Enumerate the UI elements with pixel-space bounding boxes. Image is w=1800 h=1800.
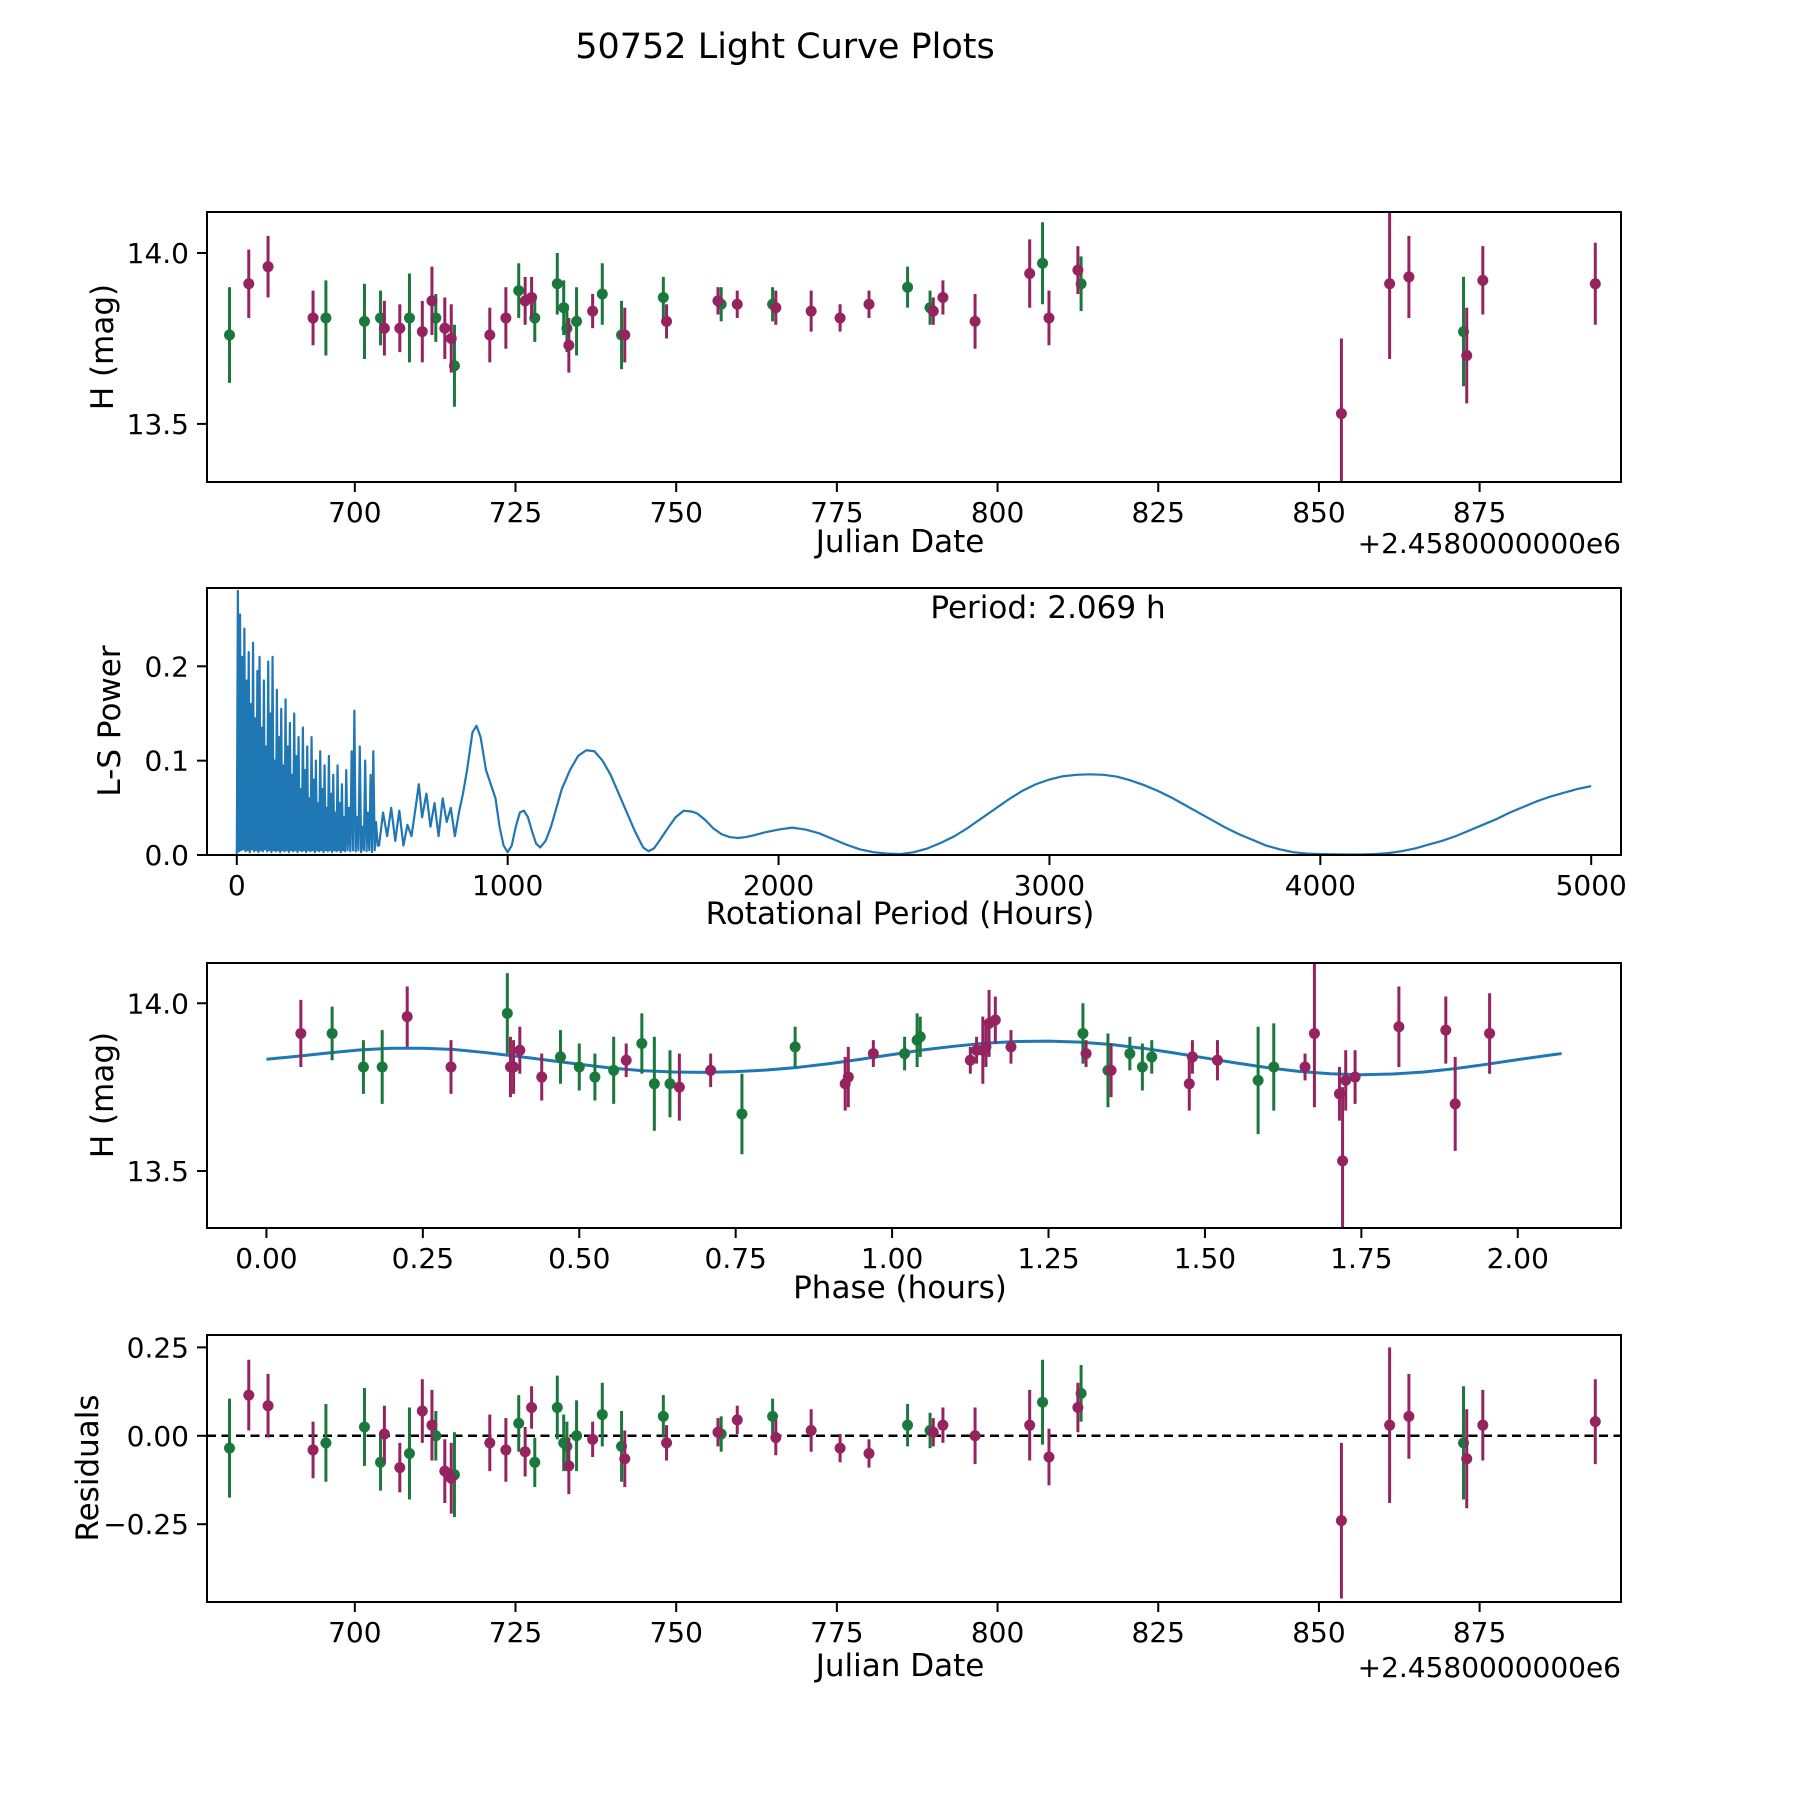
residuals-y-axis-label: Residuals	[70, 1394, 106, 1542]
svg-text:875: 875	[1453, 1616, 1506, 1649]
svg-text:0.00: 0.00	[127, 1420, 189, 1453]
svg-text:1.75: 1.75	[1330, 1242, 1392, 1275]
svg-text:750: 750	[649, 496, 702, 529]
ph-points-green	[326, 973, 1280, 1155]
svg-text:4000: 4000	[1285, 869, 1356, 902]
svg-text:825: 825	[1132, 496, 1185, 529]
figure-title: 50752 Light Curve Plots	[575, 27, 995, 67]
phase-y-axis-label: H (mag)	[85, 1031, 121, 1159]
residuals-x-axis-label: Julian Date	[815, 1648, 985, 1684]
svg-text:0.50: 0.50	[548, 1242, 610, 1275]
svg-text:0.25: 0.25	[127, 1331, 189, 1364]
svg-text:1.00: 1.00	[861, 1242, 923, 1275]
svg-text:775: 775	[810, 496, 863, 529]
ph-points-purple	[295, 963, 1496, 1228]
svg-text:825: 825	[1132, 1616, 1185, 1649]
svg-text:13.5: 13.5	[127, 408, 189, 441]
lc-points-green	[223, 222, 1470, 407]
svg-text:875: 875	[1453, 496, 1506, 529]
sinusoid-fit-curve	[266, 1039, 1562, 1077]
svg-text:750: 750	[649, 1616, 702, 1649]
rs-points-purple	[243, 1347, 1601, 1599]
svg-text:1.25: 1.25	[1017, 1242, 1079, 1275]
svg-text:800: 800	[971, 496, 1024, 529]
lightcurve-x-offset-text: +2.4580000000e6	[1357, 527, 1621, 560]
svg-text:1000: 1000	[472, 869, 543, 902]
lc-panel: 700 725 750 775 800 825 850 875 13.5 14.0	[127, 211, 1622, 529]
periodogram-y-axis-label: L-S Power	[92, 645, 128, 797]
pg-ticks: 0 1000 2000 3000 4000 5000 0.0 0.1 0.2	[144, 650, 1626, 902]
svg-text:0.2: 0.2	[144, 650, 189, 683]
svg-text:725: 725	[489, 1616, 542, 1649]
svg-text:0.1: 0.1	[144, 745, 189, 778]
svg-text:0.00: 0.00	[235, 1242, 297, 1275]
periodogram-x-axis-label: Rotational Period (Hours)	[705, 896, 1095, 932]
svg-text:14.0: 14.0	[127, 987, 189, 1020]
svg-text:2.00: 2.00	[1487, 1242, 1549, 1275]
lightcurve-y-axis-label: H (mag)	[85, 283, 121, 411]
svg-text:775: 775	[810, 1616, 863, 1649]
period-annotation: Period: 2.069 h	[930, 590, 1166, 626]
lc-points-purple	[243, 212, 1601, 482]
phase-x-axis-label: Phase (hours)	[793, 1270, 1007, 1306]
svg-text:13.5: 13.5	[127, 1155, 189, 1188]
residuals-x-offset-text: +2.4580000000e6	[1357, 1651, 1621, 1684]
lc-ticks: 700 725 750 775 800 825 850 875 13.5 14.0	[127, 237, 1507, 529]
lightcurve-x-axis-label: Julian Date	[815, 524, 985, 560]
svg-text:3000: 3000	[1014, 869, 1085, 902]
svg-text:0.25: 0.25	[392, 1242, 454, 1275]
ph-axes-frame	[206, 962, 1622, 1229]
periodogram-curve	[235, 589, 1592, 855]
svg-text:−0.25: −0.25	[103, 1508, 189, 1541]
svg-text:14.0: 14.0	[127, 237, 189, 270]
rs-points-green	[223, 1359, 1470, 1518]
ph-ticks: 0.00 0.25 0.50 0.75 1.00 1.25 1.50 1.75 2.00 13.5…	[127, 987, 1549, 1275]
svg-text:800: 800	[971, 1616, 1024, 1649]
svg-text:2000: 2000	[743, 869, 814, 902]
rs-panel: 700 725 750 775 800 825 850 875 −0.25 0.00 0.25	[103, 1331, 1622, 1649]
svg-text:725: 725	[489, 496, 542, 529]
svg-text:5000: 5000	[1556, 869, 1627, 902]
rs-axes-frame	[206, 1334, 1622, 1603]
svg-text:0: 0	[228, 869, 246, 902]
ph-panel: 0.00 0.25 0.50 0.75 1.00 1.25 1.50 1.75 2.00 13.5…	[127, 962, 1622, 1275]
svg-text:850: 850	[1292, 496, 1345, 529]
svg-text:700: 700	[328, 1616, 381, 1649]
rs-ticks: 700 725 750 775 800 825 850 875 −0.25 0.00 0.25	[103, 1331, 1506, 1649]
pg-axes-frame	[206, 587, 1622, 856]
svg-text:850: 850	[1292, 1616, 1345, 1649]
svg-text:700: 700	[328, 496, 381, 529]
pg-panel: 0 1000 2000 3000 4000 5000 0.0 0.1 0.2	[144, 587, 1627, 902]
svg-text:0.75: 0.75	[705, 1242, 767, 1275]
svg-text:0.0: 0.0	[144, 839, 189, 872]
lc-axes-frame	[206, 211, 1622, 483]
svg-text:1.50: 1.50	[1174, 1242, 1236, 1275]
